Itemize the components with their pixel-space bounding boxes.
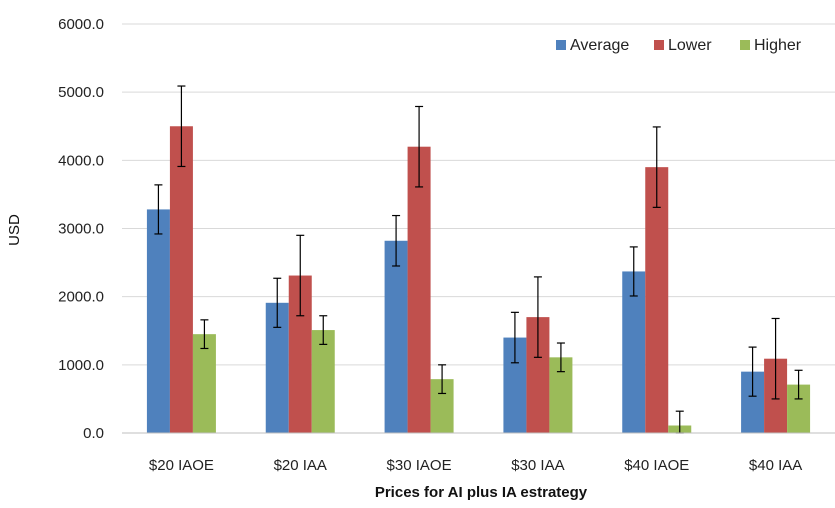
bar-lower: [407, 146, 431, 433]
bar-average: [622, 271, 646, 433]
bar-lower: [645, 167, 669, 433]
legend-swatch-average: [556, 40, 566, 50]
bars: [146, 126, 811, 433]
error-bars: [154, 85, 803, 434]
x-tick-labels: $20 IAOE $20 IAA $30 IAOE $30 IAA $40 IAOE $4…: [149, 457, 802, 474]
x-tick-label: $30 IAOE: [387, 457, 452, 474]
legend-swatch-lower: [654, 40, 664, 50]
y-tick-label: 0.0: [83, 425, 104, 442]
bar-higher: [549, 357, 573, 433]
legend-label-lower: Lower: [668, 37, 712, 54]
bar-lower: [169, 126, 193, 433]
x-tick-label: $20 IAA: [274, 457, 327, 474]
x-axis-title: Prices for AI plus IA estrategy: [375, 484, 588, 501]
y-tick-labels: 0.0 1000.0 2000.0 3000.0 4000.0 5000.0 6000.0: [58, 16, 104, 442]
bar-higher: [430, 379, 454, 433]
bar-average: [265, 302, 289, 433]
bar-lower: [288, 275, 312, 433]
y-tick-label: 4000.0: [58, 152, 104, 169]
bar-average: [146, 209, 170, 433]
legend-label-higher: Higher: [754, 37, 802, 54]
y-axis-title: USD: [6, 214, 23, 246]
gridlines: [122, 23, 835, 366]
bar-higher: [311, 330, 335, 433]
bar-average: [384, 240, 408, 433]
y-tick-label: 5000.0: [58, 84, 104, 101]
x-tick-label: $40 IAA: [749, 457, 802, 474]
legend-swatch-higher: [740, 40, 750, 50]
bar-average: [503, 337, 527, 433]
y-tick-label: 2000.0: [58, 289, 104, 306]
legend: Average Lower Higher: [556, 37, 802, 54]
bar-lower: [526, 317, 550, 433]
legend-label-average: Average: [570, 37, 629, 54]
y-tick-label: 1000.0: [58, 357, 104, 374]
y-tick-label: 6000.0: [58, 16, 104, 33]
bar-average: [741, 371, 765, 433]
x-tick-label: $20 IAOE: [149, 457, 214, 474]
x-tick-label: $40 IAOE: [624, 457, 689, 474]
bar-higher: [192, 334, 216, 433]
x-tick-label: $30 IAA: [511, 457, 564, 474]
bar-higher: [787, 384, 811, 433]
y-tick-label: 3000.0: [58, 221, 104, 238]
